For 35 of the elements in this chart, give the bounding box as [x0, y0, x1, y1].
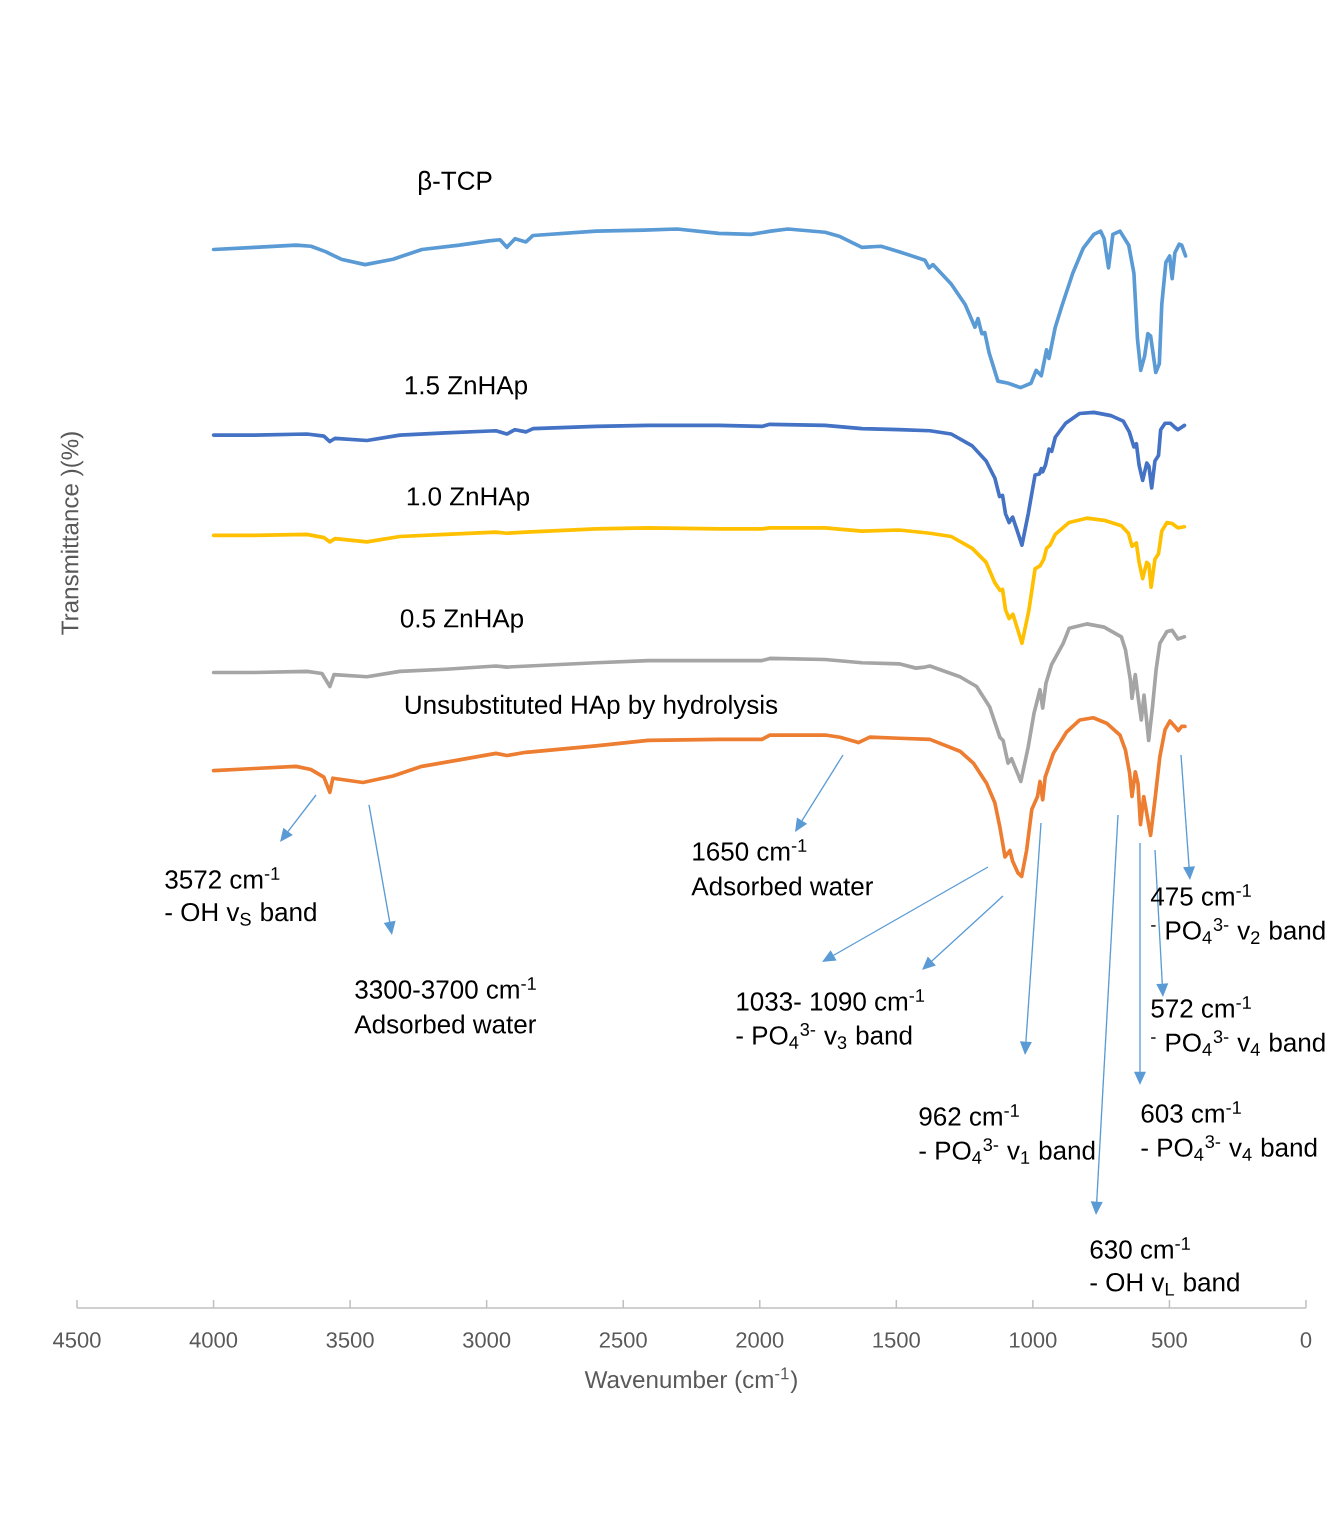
annotation: $^{-}$ PO$_{4}$$^{3-}$ v$_{4}$ band [1151, 1030, 1325, 1056]
annotation: 962 cm$^{-1}$ [919, 1104, 1019, 1126]
series-label: 1.5 ZnHAp [405, 376, 528, 400]
annotation: 603 cm$^{-1}$ [1141, 1101, 1241, 1123]
annotation: 3572 cm$^{-1}$ [165, 867, 280, 889]
annotation: 1033- 1090 cm$^{-1}$ [737, 989, 925, 1011]
annotation: - OH v$_{S}$ band [165, 902, 316, 926]
x-tick-label: 1000 [1010, 1332, 1057, 1348]
annotation: 1650 cm$^{-1}$ [693, 839, 807, 861]
annotation: 475 cm$^{-1}$ [1150, 884, 1251, 906]
series-label: Unsubstituted HAp by hydrolysis [405, 694, 778, 720]
x-tick-label: 500 [1151, 1332, 1187, 1348]
annotation: - PO$_{4}$$^{3-}$ v$_{1}$ band [919, 1138, 1095, 1164]
annotation: - OH v$_{L}$ band [1090, 1272, 1239, 1296]
annotation: 630 cm$^{-1}$ [1090, 1237, 1190, 1259]
annotation: - PO$_{4}$$^{3-}$ v$_{4}$ band [1141, 1135, 1317, 1161]
series-label: 0.5 ZnHAp [400, 609, 524, 633]
x-axis-title: Wavenumber (cm$^{-1}$) [584, 1367, 797, 1393]
annotation: Adsorbed water [354, 1014, 536, 1034]
x-tick-label: 3500 [326, 1332, 374, 1348]
series-label: 1.0 ZnHAp [407, 487, 530, 511]
annotation: 572 cm$^{-1}$ [1151, 996, 1251, 1018]
annotation: - PO$_{4}$$^{3-}$ v$_{3}$ band [736, 1022, 912, 1050]
x-tick-label: 0 [1300, 1332, 1312, 1348]
annotation: $^{-}$ PO$_{4}$$^{3-}$ v$_{2}$ band [1151, 918, 1325, 944]
x-tick-label: 1500 [873, 1332, 920, 1348]
x-tick-label: 2000 [736, 1332, 784, 1348]
x-tick-label: 2500 [599, 1332, 647, 1348]
series-label: β-TCP [419, 170, 492, 196]
x-tick-label: 3000 [463, 1332, 511, 1348]
annotation: 3300-3700 cm$^{-1}$ [355, 977, 536, 999]
x-tick-label: 4500 [53, 1332, 101, 1348]
x-tick-label: 4000 [189, 1332, 238, 1348]
annotation: Adsorbed water [691, 876, 873, 896]
y-axis-title: Transmittance )(%) [60, 432, 84, 635]
